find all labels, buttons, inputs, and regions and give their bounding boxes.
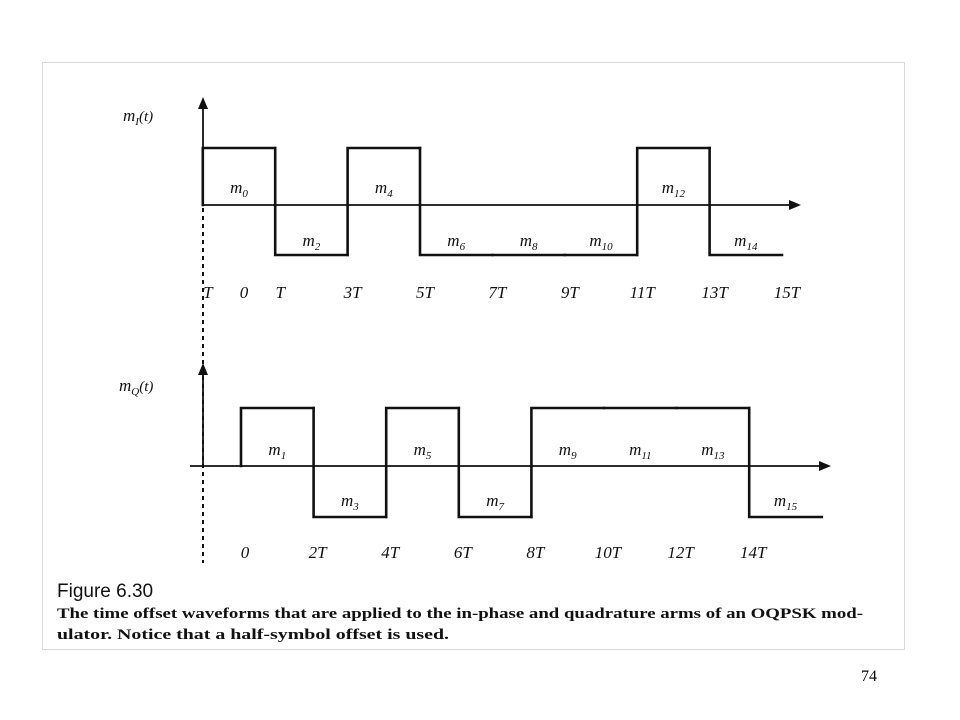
symbol-label: m13: [701, 440, 725, 462]
symbol-label: m10: [589, 231, 613, 253]
time-tick-label: 2T: [309, 543, 329, 562]
time-tick-label: 0: [240, 283, 249, 302]
quadrature-waveform-plot: mQ(t) m1 m3 m5 m7 m9 m11 m13 m15 0 2T 4T 6T 8T 10T 12T 1…: [119, 363, 831, 562]
time-tick-label: 9T: [561, 283, 581, 302]
time-axis-arrowhead: [789, 200, 801, 210]
symbol-label: m15: [774, 491, 798, 513]
symbol-label: m9: [559, 440, 577, 462]
in-phase-waveform-plot: mI(t) m0 m2 m4 m6 m8 m10 m12 m14 T 0 T 3T 5T 7T 9T 11T 13…: [123, 97, 802, 302]
symbol-label: m12: [662, 178, 686, 200]
waveform-segment: [384, 406, 461, 519]
waveform-segment: [457, 406, 533, 519]
waveform-segment: [747, 406, 824, 519]
waveform-segment: [273, 146, 349, 257]
time-tick-label: 12T: [667, 543, 695, 562]
waveform-segment: [708, 146, 784, 257]
symbol-label: m2: [303, 231, 321, 253]
time-tick-label: 3T: [343, 283, 364, 302]
waveform-segment: [346, 146, 422, 257]
caption-line: ulator. Notice that a half-symbol offset…: [57, 627, 449, 643]
symbol-label: m11: [629, 440, 651, 462]
symbol-label: m14: [734, 231, 758, 253]
waveform-segment: [530, 406, 606, 519]
time-tick-label: 6T: [454, 543, 474, 562]
symbol-label: m8: [520, 231, 538, 253]
figure-number: Figure 6.30: [57, 581, 153, 602]
time-tick-label: 10T: [595, 543, 623, 562]
waveform-segment: [418, 146, 494, 257]
waveform-segment: [201, 146, 277, 207]
symbol-label: m6: [447, 231, 465, 253]
time-tick-label: T: [203, 283, 214, 302]
time-tick-label: 4T: [381, 543, 401, 562]
time-tick-label: 15T: [774, 283, 802, 302]
time-tick-label: 5T: [416, 283, 436, 302]
time-tick-label: 8T: [526, 543, 546, 562]
amplitude-axis-arrowhead: [198, 97, 208, 109]
symbol-label: m3: [341, 491, 359, 513]
time-tick-label: 14T: [740, 543, 768, 562]
waveform-segment: [635, 146, 711, 257]
caption-line: The time offset waveforms that are appli…: [57, 606, 863, 622]
symbol-label: m4: [375, 178, 393, 200]
page-number: 74: [861, 668, 877, 685]
scan-border: [42, 62, 905, 650]
time-tick-label: 7T: [488, 283, 508, 302]
symbol-label: m0: [230, 178, 248, 200]
symbol-label: m7: [486, 491, 504, 513]
time-tick-label: 0: [241, 543, 250, 562]
amplitude-axis-label: mQ(t): [119, 376, 153, 398]
symbol-label: m1: [268, 440, 286, 462]
waveform-segment: [239, 406, 315, 468]
time-axis-arrowhead: [819, 461, 831, 471]
time-tick-label: T: [275, 283, 286, 302]
time-tick-label: 11T: [630, 283, 657, 302]
waveform-segment: [312, 406, 388, 519]
time-tick-label: 13T: [701, 283, 729, 302]
symbol-label: m5: [414, 440, 432, 462]
amplitude-axis-arrowhead: [198, 363, 208, 375]
amplitude-axis-label: mI(t): [123, 106, 153, 128]
